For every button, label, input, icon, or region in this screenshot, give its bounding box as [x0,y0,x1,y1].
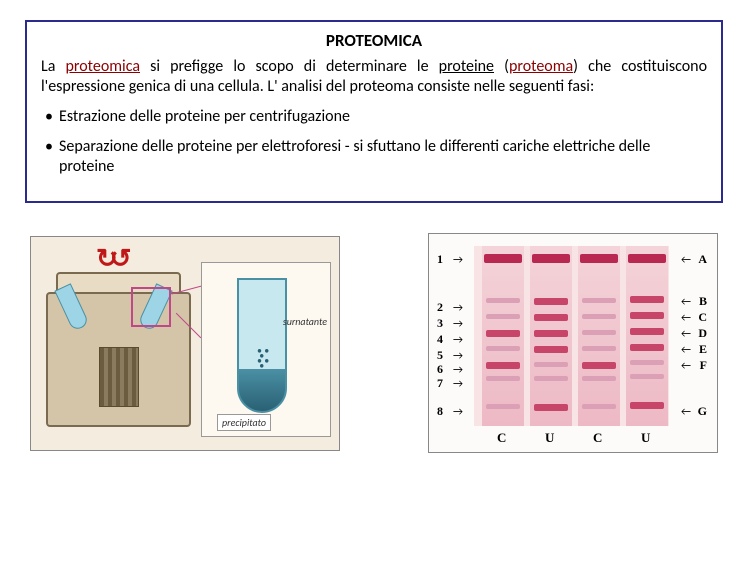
gel-row-number: 3 [437,316,443,331]
intro-keyword-proteomica: proteomica [66,57,141,76]
gel-band [630,296,664,303]
zoom-panel: • • •• • • surnatante precipitato [201,262,331,437]
arrow-left-icon: ← [681,343,691,356]
gel-band [582,314,616,319]
gel-band [486,362,520,369]
arrow-left-icon: ← [681,253,691,266]
gel-lane [626,246,668,426]
gel-band [582,404,616,409]
intro-prefix: La [41,57,66,76]
slide-title: PROTEOMICA [41,30,707,51]
label-precipitato: precipitato [217,414,271,431]
gel-row-number: 4 [437,332,443,347]
gel-band [582,330,616,335]
arrow-right-icon: → [453,253,463,266]
gel-row-number: 7 [437,376,443,391]
gel-band [582,298,616,303]
gel-band [630,344,664,351]
gel-band [532,254,570,263]
arrow-right-icon: → [453,301,463,314]
arrow-right-icon: → [453,317,463,330]
gel-band [534,362,568,367]
spin-arrows-icon: ↻↺ [96,242,146,267]
figure-centrifuge: ↻↺ • • •• • • surnatante precipitato [30,236,340,451]
gel-row-number: 5 [437,348,443,363]
gel-band [582,376,616,381]
bullet-1: Estrazione delle proteine per centrifuga… [41,107,707,127]
figures-row: ↻↺ • • •• • • surnatante precipitato 1 → 2… [25,223,723,463]
gel-row-letter: G [698,404,707,419]
arrow-left-icon: ← [681,295,691,308]
gel-band [486,376,520,381]
gel-band [534,376,568,381]
arrow-left-icon: ← [681,311,691,324]
gel-band [580,254,618,263]
arrow-right-icon: → [453,349,463,362]
gel-row-number: 1 [437,252,443,267]
gel-row-letter: A [698,252,707,267]
gel-row-number: 8 [437,404,443,419]
label-surnatante: surnatante [283,315,327,328]
intro-keyword-proteoma: proteoma [509,57,573,76]
gel-band [630,328,664,335]
intro-paragraph: La proteomica si prefigge lo scopo di de… [41,57,707,97]
gel-row-number: 2 [437,300,443,315]
gel-lane-label: U [545,430,554,446]
gel-row-letter: F [700,358,707,373]
intro-mid2: ( [494,57,509,76]
arrow-right-icon: → [453,333,463,346]
gel-band [534,404,568,411]
centrifuge-rotor [99,347,139,407]
gel-band [534,346,568,353]
gel-band [630,402,664,409]
arrow-left-icon: ← [681,405,691,418]
magnify-box [131,287,171,327]
arrow-left-icon: ← [681,359,691,372]
gel-band [486,330,520,337]
gel-band [486,404,520,409]
intro-underline-proteine: proteine [439,57,494,76]
gel-row-letter: B [699,294,707,309]
intro-mid1: si prefigge lo scopo di determinare le [140,57,439,76]
gel-row-number: 6 [437,362,443,377]
gel-lane [578,246,620,426]
gel-band [630,374,664,379]
arrow-right-icon: → [453,405,463,418]
gel-row-letter: D [698,326,707,341]
gel-area [474,246,669,426]
droplets-icon: • • •• • • [257,348,269,368]
gel-band [582,346,616,351]
gel-band [486,298,520,303]
gel-band [486,314,520,319]
gel-band [486,346,520,351]
gel-lane-label: U [641,430,650,446]
gel-row-letter: E [699,342,707,357]
arrow-left-icon: ← [681,327,691,340]
gel-band [484,254,522,263]
text-box: PROTEOMICA La proteomica si prefigge lo … [25,20,723,203]
gel-band [534,330,568,337]
gel-lane-label: C [497,430,506,446]
gel-band [582,362,616,369]
gel-band [630,312,664,319]
gel-band [534,298,568,305]
arrow-right-icon: → [453,377,463,390]
gel-row-letter: C [698,310,707,325]
gel-band [628,254,666,263]
bullet-2: Separazione delle proteine per elettrofo… [41,137,707,177]
gel-band [630,360,664,365]
figure-gel: 1 → 2 → 3 → 4 → 5 → 6 → 7 → 8 → A ← B ← C ← D ← E ← F ← G ← C U C U [428,233,718,453]
arrow-right-icon: → [453,363,463,376]
gel-lane-label: C [593,430,602,446]
gel-band [534,314,568,321]
